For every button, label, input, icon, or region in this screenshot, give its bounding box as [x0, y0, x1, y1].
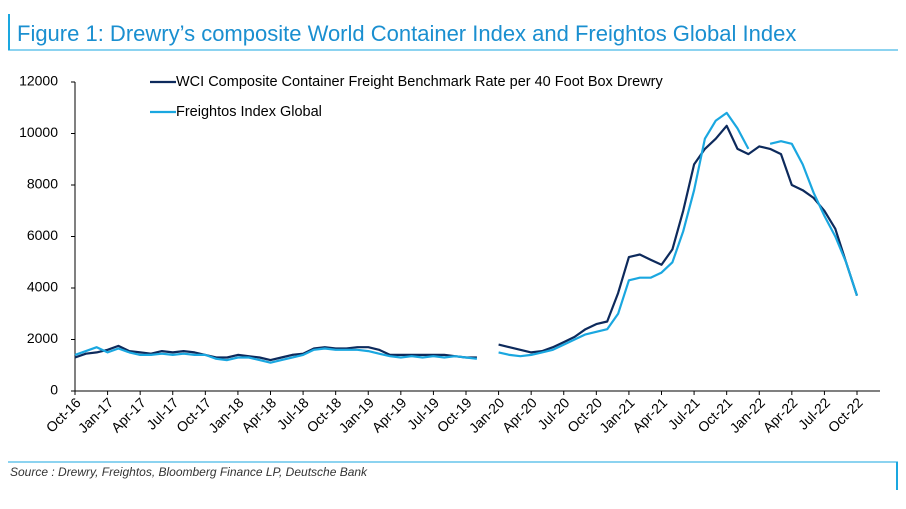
x-tick-label: Jan-18 — [205, 394, 247, 436]
x-tick-label: Jan-22 — [726, 394, 768, 436]
x-tick-label: Apr-19 — [369, 394, 410, 435]
y-tick-label: 12000 — [19, 73, 58, 89]
x-tick-label: Oct-21 — [694, 394, 735, 435]
source: Source : Drewry, Freightos, Bloomberg Fi… — [10, 465, 368, 479]
x-tick-label: Jan-20 — [466, 394, 508, 436]
title-bar — [8, 14, 10, 50]
legend-label: Freightos Index Global — [176, 104, 322, 120]
x-tick-label: Jan-19 — [335, 394, 377, 436]
series-line — [74, 124, 859, 362]
x-tick-label: Jan-17 — [75, 394, 117, 436]
x-tick-label: Oct-17 — [173, 394, 214, 435]
series-line — [74, 111, 859, 364]
y-tick-label: 10000 — [19, 124, 58, 140]
x-tick-label: Oct-18 — [303, 394, 344, 435]
x-tick-label: Apr-18 — [238, 394, 279, 435]
x-tick-label: Oct-22 — [825, 394, 866, 435]
y-tick-label: 8000 — [27, 176, 58, 192]
y-tick-label: 2000 — [27, 330, 58, 346]
y-tick-label: 4000 — [27, 279, 58, 295]
x-tick-label: Oct-19 — [434, 394, 475, 435]
source-bar — [896, 462, 898, 490]
legend-label: WCI Composite Container Freight Benchmar… — [176, 74, 663, 90]
x-tick-label: Apr-20 — [499, 394, 540, 435]
chart-title: Figure 1: Drewry’s composite World Conta… — [17, 21, 796, 46]
x-tick-label: Jan-21 — [596, 394, 638, 436]
x-tick-label: Apr-22 — [760, 394, 801, 435]
x-tick-label: Apr-21 — [629, 394, 670, 435]
y-tick-label: 0 — [50, 382, 58, 398]
y-tick-label: 6000 — [27, 227, 58, 243]
x-tick-label: Apr-17 — [108, 394, 149, 435]
x-tick-label: Oct-20 — [564, 394, 605, 435]
x-tick-label: Oct-16 — [43, 394, 84, 435]
